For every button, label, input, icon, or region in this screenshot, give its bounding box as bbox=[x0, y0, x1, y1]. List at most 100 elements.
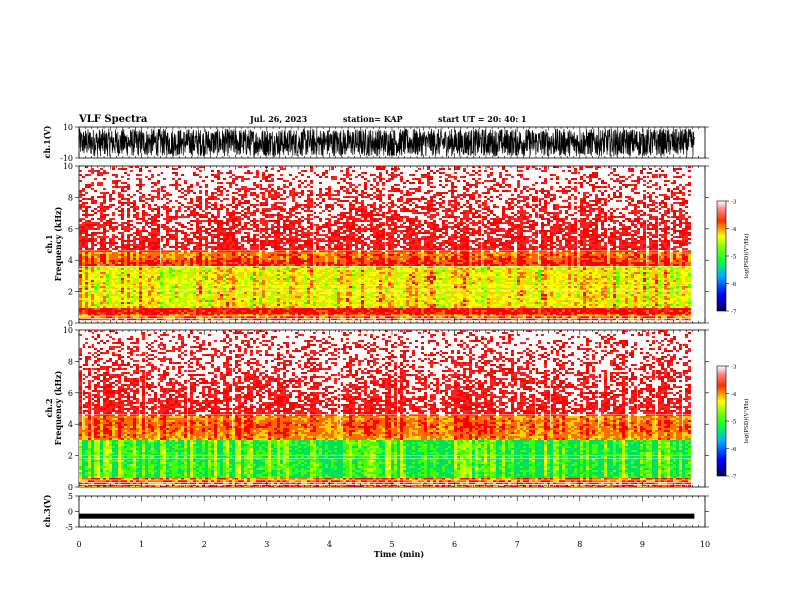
spectrogram-cell bbox=[124, 222, 127, 224]
spectrogram-cell bbox=[85, 226, 88, 228]
spectrogram-cell bbox=[103, 198, 106, 200]
spectrogram-cell bbox=[409, 192, 412, 194]
spectrogram-cell bbox=[505, 184, 508, 186]
spectrogram-cell bbox=[454, 242, 457, 244]
spectrogram-cell bbox=[295, 232, 298, 234]
spectrogram-cell bbox=[322, 210, 325, 212]
spectrogram-cell bbox=[457, 194, 460, 196]
spectrogram-cell bbox=[412, 232, 415, 234]
spectrogram-cell bbox=[385, 180, 388, 182]
spectrogram-cell bbox=[442, 232, 445, 234]
spectrogram-cell bbox=[220, 220, 223, 222]
spectrogram-cell bbox=[508, 242, 511, 244]
spectrogram-cell bbox=[241, 252, 244, 254]
spectrogram-cell bbox=[526, 204, 529, 206]
spectrogram-cell bbox=[529, 248, 532, 250]
spectrogram-cell bbox=[127, 228, 130, 230]
spectrogram-cell bbox=[406, 216, 409, 218]
spectrogram-cell bbox=[439, 244, 442, 246]
spectrogram-cell bbox=[565, 218, 568, 220]
spectrogram-cell bbox=[331, 252, 334, 254]
spectrogram-cell bbox=[682, 222, 685, 224]
spectrogram-cell bbox=[349, 192, 352, 194]
spectrogram-cell bbox=[382, 224, 385, 226]
spectrogram-cell bbox=[694, 226, 697, 228]
spectrogram-cell bbox=[694, 208, 697, 210]
spectrogram-cell bbox=[244, 224, 247, 226]
spectrogram-cell bbox=[175, 218, 178, 220]
spectrogram-cell bbox=[664, 240, 667, 242]
spectrogram-cell bbox=[211, 180, 214, 182]
spectrogram-cell bbox=[595, 198, 598, 200]
spectrogram-cell bbox=[685, 242, 688, 244]
spectrogram-cell bbox=[403, 234, 406, 236]
spectrogram-cell bbox=[526, 198, 529, 200]
spectrogram-cell bbox=[454, 166, 457, 168]
spectrogram-cell bbox=[241, 188, 244, 190]
spectrogram-cell bbox=[394, 168, 397, 170]
spectrogram-cell bbox=[388, 232, 391, 234]
spectrogram-cell bbox=[529, 206, 532, 208]
spectrogram-cell bbox=[571, 246, 574, 248]
spectrogram-cell bbox=[667, 216, 670, 218]
spectrogram-cell bbox=[583, 212, 586, 214]
spectrogram-cell bbox=[349, 202, 352, 204]
spectrogram-cell bbox=[382, 178, 385, 180]
spectrogram-cell bbox=[181, 232, 184, 234]
spectrogram-cell bbox=[214, 254, 217, 256]
spectrogram-cell bbox=[301, 194, 304, 196]
spectrogram-cell bbox=[379, 200, 382, 202]
spectrogram-cell bbox=[373, 244, 376, 246]
spectrogram-cell bbox=[247, 228, 250, 230]
spectrogram-cell bbox=[529, 214, 532, 216]
spectrogram-cell bbox=[229, 244, 232, 246]
spectrogram-cell bbox=[472, 212, 475, 214]
spectrogram-cell bbox=[319, 220, 322, 222]
spectrogram-cell bbox=[448, 190, 451, 192]
spectrogram-cell bbox=[379, 224, 382, 226]
spectrogram-cell bbox=[163, 228, 166, 230]
spectrogram-cell bbox=[631, 198, 634, 200]
spectrogram-cell bbox=[352, 238, 355, 240]
spectrogram-cell bbox=[394, 228, 397, 230]
spectrogram-cell bbox=[163, 190, 166, 192]
spectrogram-cell bbox=[328, 242, 331, 244]
spectrogram-cell bbox=[214, 174, 217, 176]
spectrogram-cell bbox=[502, 178, 505, 180]
spectrogram-cell bbox=[511, 176, 514, 178]
spectrogram-cell bbox=[499, 220, 502, 222]
spectrogram-cell bbox=[337, 190, 340, 192]
spectrogram-cell bbox=[430, 200, 433, 202]
spectrogram-cell bbox=[445, 234, 448, 236]
spectrogram-cell bbox=[346, 216, 349, 218]
spectrogram-cell bbox=[226, 236, 229, 238]
spectrogram-cell bbox=[433, 224, 436, 226]
spectrogram-cell bbox=[136, 248, 139, 250]
spectrogram-cell bbox=[469, 196, 472, 198]
spectrogram-cell bbox=[322, 248, 325, 250]
spectrogram-cell bbox=[415, 210, 418, 212]
spectrogram-cell bbox=[676, 172, 679, 174]
spectrogram-cell bbox=[130, 166, 133, 168]
spectrogram-cell bbox=[544, 212, 547, 214]
spectrogram-cell bbox=[535, 224, 538, 226]
spectrogram-cell bbox=[406, 180, 409, 182]
spectrogram-cell bbox=[232, 240, 235, 242]
spectrogram-cell bbox=[217, 252, 220, 254]
spectrogram-cell bbox=[505, 220, 508, 222]
spectrogram-cell bbox=[283, 232, 286, 234]
spectrogram-cell bbox=[568, 246, 571, 248]
spectrogram-cell bbox=[106, 192, 109, 194]
spectrogram-cell bbox=[247, 210, 250, 212]
spectrogram-cell bbox=[406, 244, 409, 246]
spectrogram-cell bbox=[121, 224, 124, 226]
spectrogram-cell bbox=[310, 198, 313, 200]
spectrogram-cell bbox=[214, 206, 217, 208]
spectrogram-cell bbox=[478, 228, 481, 230]
spectrogram-cell bbox=[166, 208, 169, 210]
spectrogram-cell bbox=[358, 230, 361, 232]
spectrogram-cell bbox=[145, 246, 148, 248]
spectrogram-cell bbox=[352, 224, 355, 226]
spectrogram-cell bbox=[133, 214, 136, 216]
spectrogram-cell bbox=[184, 240, 187, 242]
